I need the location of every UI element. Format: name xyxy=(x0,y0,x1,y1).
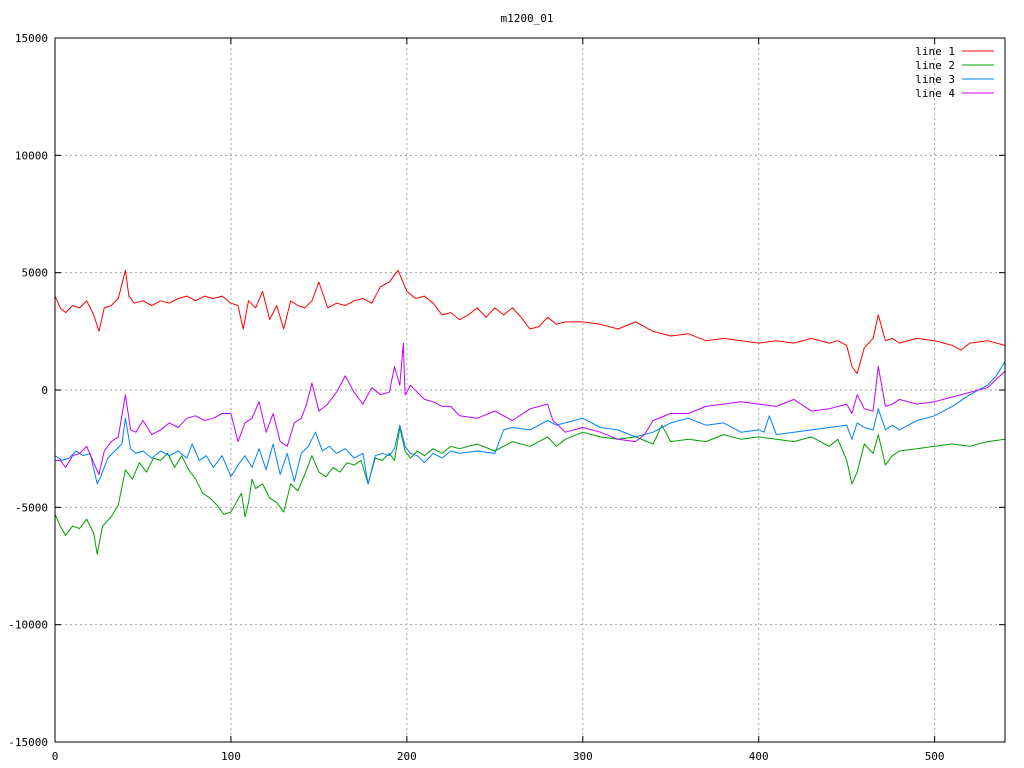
series-line-2 xyxy=(54,424,1006,555)
x-tick-label: 300 xyxy=(573,750,593,763)
x-tick-label: 200 xyxy=(397,750,417,763)
y-tick-label: -15000 xyxy=(8,736,48,749)
chart-title: m1200_01 xyxy=(501,12,554,25)
series-line-1 xyxy=(54,269,1006,375)
series-lines xyxy=(54,269,1006,555)
y-tick-label: 0 xyxy=(41,384,48,397)
x-tick-label: 100 xyxy=(221,750,241,763)
axes: 0 100 200 300 400 500 -15000 -10000 -5000 0 5000 10… xyxy=(8,32,1005,763)
x-tick-label: 500 xyxy=(925,750,945,763)
legend-label: line 2 xyxy=(915,59,955,72)
x-tick-label: 400 xyxy=(749,750,769,763)
y-tick-label: -10000 xyxy=(8,619,48,632)
plot-border xyxy=(54,37,1006,743)
x-tick-label: 0 xyxy=(52,750,59,763)
legend-label: line 1 xyxy=(915,45,955,58)
legend-label: line 3 xyxy=(915,73,955,86)
grid-lines xyxy=(55,38,1005,742)
series-line-3 xyxy=(54,361,1006,485)
y-tick-label: 10000 xyxy=(15,149,48,162)
legend-label: line 4 xyxy=(915,87,955,100)
y-tick-label: -5000 xyxy=(15,501,48,514)
y-tick-label: 15000 xyxy=(15,32,48,45)
series-line-4 xyxy=(55,342,1006,475)
y-tick-label: 5000 xyxy=(22,267,49,280)
